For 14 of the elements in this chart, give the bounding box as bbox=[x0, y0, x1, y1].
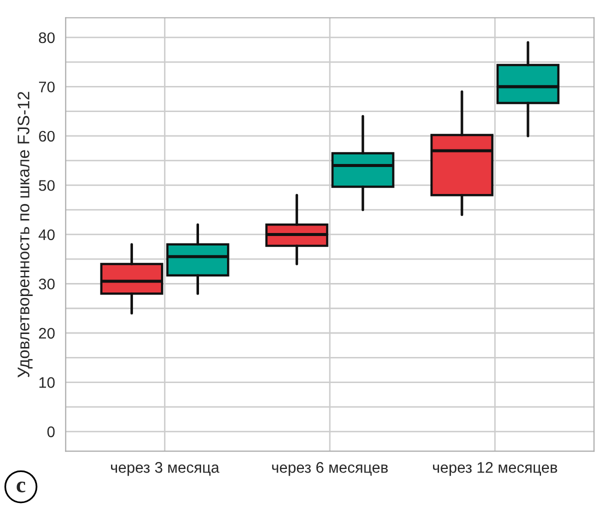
y-tick-label: 60 bbox=[39, 130, 55, 142]
y-tick-label: 20 bbox=[39, 328, 55, 339]
y-tick-label: 70 bbox=[39, 82, 55, 92]
text: c bbox=[16, 482, 26, 492]
y-tick-label: 10 bbox=[39, 377, 55, 388]
y-tick-label: 30 bbox=[38, 278, 55, 290]
x-tick-label: через 12 месяцев bbox=[433, 462, 558, 476]
y-tick-label: 40 bbox=[38, 229, 55, 240]
x-tick-label: через 3 месяца bbox=[111, 462, 220, 476]
y-tick-label: 80 bbox=[38, 32, 55, 44]
x-tick-label: через 6 месяцев bbox=[272, 462, 388, 476]
y-tick-label: 0 bbox=[47, 426, 55, 438]
y-tick-label: 50 bbox=[38, 180, 55, 191]
y-axis-title: Удовлетворенность по шкале FJS-12 bbox=[18, 92, 33, 378]
